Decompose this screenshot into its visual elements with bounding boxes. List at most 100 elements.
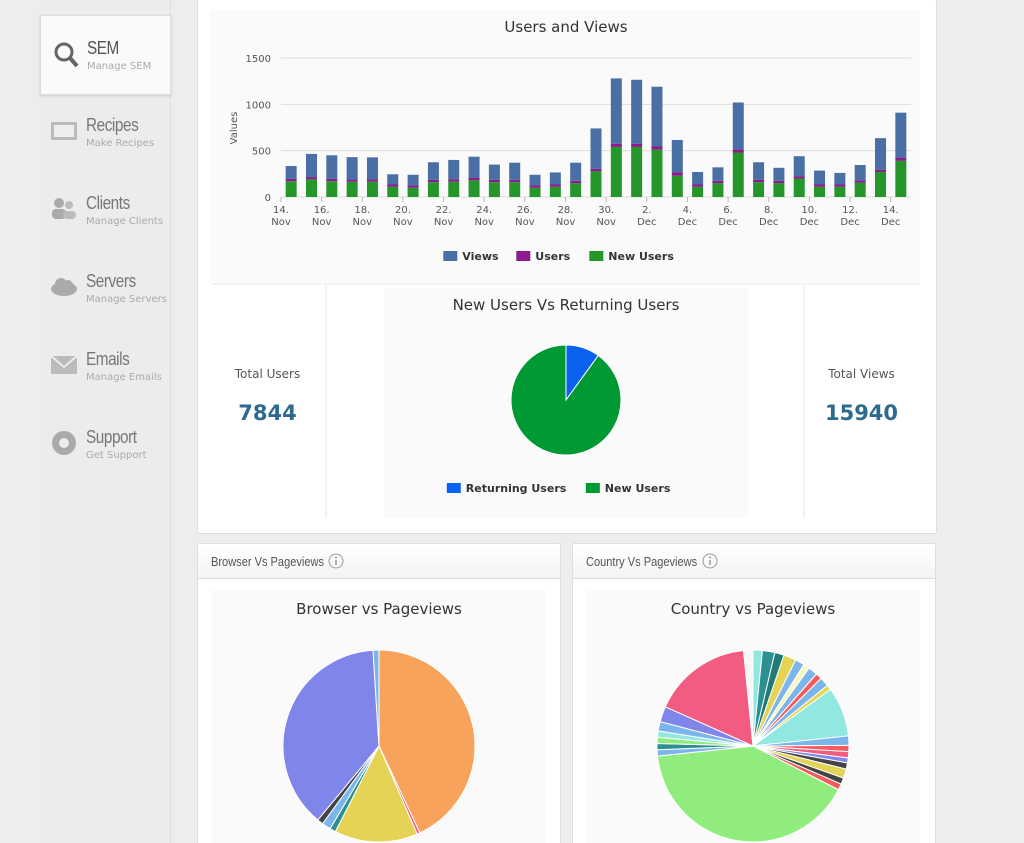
legend-label: New Users (605, 482, 671, 495)
x-tick-label: 30. Nov (596, 205, 616, 228)
bar-segment (610, 143, 622, 147)
bar-segment (468, 156, 480, 179)
nav-item[interactable]: Clients Manage Clients (40, 171, 170, 249)
legend-label: Users (535, 250, 570, 263)
nav-icon (52, 431, 76, 455)
bar-segment (529, 185, 541, 188)
bar-segment (448, 159, 460, 180)
bar-segment (427, 162, 439, 180)
x-tick-label: 6. Dec (718, 205, 738, 228)
bar-segment (651, 149, 663, 197)
bar-segment (549, 172, 561, 185)
bar-segment (773, 183, 785, 197)
bar-segment (509, 182, 521, 197)
bar-segment (509, 162, 521, 180)
bar-segment (732, 149, 744, 153)
pie-slice (372, 649, 380, 747)
pie-slice (334, 744, 418, 843)
x-tick-label: 16. Nov (311, 205, 332, 228)
bar-segment (834, 184, 846, 187)
bar-segment (712, 167, 724, 181)
bar-segment (732, 102, 744, 150)
stat-label: Total Views (828, 367, 895, 381)
pie-slice (743, 649, 754, 747)
nav-item[interactable]: Recipes Make Recipes (40, 93, 170, 171)
bar-segment (488, 164, 500, 180)
nav-subtitle: Get Support (86, 450, 147, 461)
x-tick-label: 24. Nov (474, 205, 494, 228)
bar-segment (854, 182, 866, 197)
bar-segment (366, 157, 378, 180)
bar-segment (387, 184, 399, 187)
bar-segment (834, 186, 846, 197)
bar-segment (570, 183, 582, 197)
panel-title: Country Vs Pageviews (586, 554, 698, 569)
x-tick-label: 10. Dec (799, 205, 820, 228)
bar-segment (651, 146, 663, 150)
pie-slice (378, 649, 476, 834)
bar-segment (285, 178, 297, 182)
bar-segment (631, 146, 643, 197)
y-tick-label: 1000 (246, 100, 271, 111)
bar-segment (366, 179, 378, 182)
panel-header: Browser Vs Pageviews (198, 544, 560, 579)
bar-segment (773, 167, 785, 181)
bar-segment (326, 181, 338, 197)
bar-segment (610, 78, 622, 144)
nav-title: Servers (86, 271, 136, 291)
x-tick-label: 14. Nov (271, 205, 291, 228)
bar-segment (387, 186, 399, 197)
nav-item[interactable]: Emails Manage Emails (40, 327, 170, 405)
bar-segment (448, 179, 460, 182)
bar-segment (814, 186, 826, 197)
panel-title: Browser Vs Pageviews (211, 554, 325, 569)
bar-segment (875, 138, 887, 170)
bar-segment (549, 184, 561, 187)
nav-subtitle: Manage Servers (86, 294, 167, 305)
legend-label: Views (462, 250, 499, 263)
bar-segment (488, 179, 500, 183)
bar-segment (753, 162, 765, 180)
pie-slice (282, 649, 380, 821)
pie-slice (664, 649, 754, 747)
info-icon[interactable] (702, 553, 718, 569)
bar-segment (793, 156, 805, 177)
nav-title: Recipes (86, 115, 139, 135)
x-tick-label: 12. Dec (840, 205, 860, 228)
nav-item[interactable]: Support Get Support (40, 405, 170, 483)
nav-subtitle: Manage Clients (86, 216, 164, 227)
bar-segment (488, 182, 500, 197)
bar-segment (753, 179, 765, 183)
bar-segment (895, 157, 907, 161)
legend-swatch (516, 251, 531, 261)
legend-swatch (585, 483, 600, 493)
x-tick-label: 26. Nov (515, 205, 535, 228)
nav-icon (52, 198, 76, 219)
nav-item[interactable]: Servers Manage Servers (40, 249, 170, 327)
bar-segment (895, 160, 907, 197)
nav-title: Emails (86, 349, 130, 369)
bar-segment (692, 186, 704, 197)
x-tick-label: 8. Dec (759, 205, 779, 228)
bar-segment (346, 181, 358, 197)
bar-segment (814, 170, 826, 185)
y-tick-label: 500 (252, 147, 271, 158)
chart-bg (210, 10, 920, 282)
sidebar: SEM Manage SEM Recipes Make Recipes Clients M… (40, 0, 171, 843)
bar-segment (285, 181, 297, 197)
bar-segment (753, 182, 765, 197)
bar-segment (427, 182, 439, 197)
bar-segment (305, 179, 317, 197)
x-tick-label: 2. Dec (637, 205, 657, 228)
x-tick-label: 20. Nov (393, 205, 413, 228)
bar-segment (407, 185, 419, 188)
nav-title: Support (86, 427, 137, 447)
legend-label: New Users (608, 250, 674, 263)
info-icon[interactable] (328, 553, 344, 569)
x-tick-label: 22. Nov (433, 205, 454, 228)
stat: Total Views 15940 (804, 367, 919, 425)
bar-segment (631, 143, 643, 147)
nav-item[interactable]: SEM Manage SEM (40, 15, 171, 95)
